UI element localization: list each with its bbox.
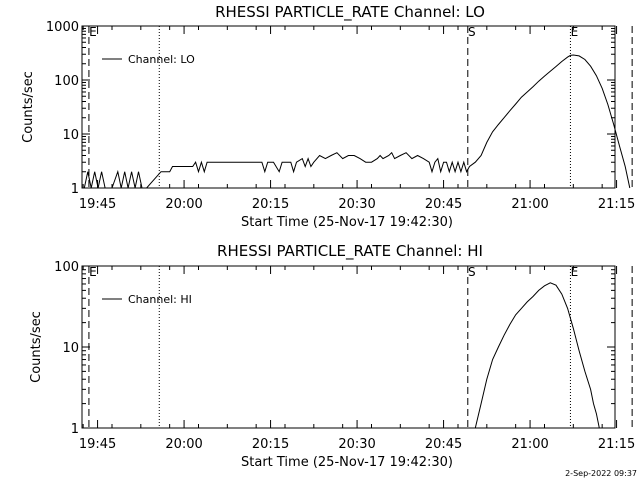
chart-title-lo: RHESSI PARTICLE_RATE Channel: LO [215,3,485,22]
marker-label-lo: S [468,25,476,39]
x-tick-label-lo: 20:15 [252,197,289,212]
y-tick-label-lo: 1 [71,182,79,197]
chart-title-hi: RHESSI PARTICLE_RATE Channel: HI [217,242,483,261]
x-tick-label-lo: 19:45 [79,197,116,212]
xlabel-lo: Start Time (25-Nov-17 19:42:30) [241,215,453,230]
plot-frame-lo [81,25,616,189]
y-tick-label-lo: 100 [54,74,79,89]
x-tick-label-lo: 20:00 [165,197,202,212]
x-tick-label-hi: 21:00 [511,437,548,452]
marker-label-lo: E [571,25,579,39]
x-tick-label-hi: 20:00 [165,437,202,452]
marker-label-lo: E [89,25,97,39]
series-line-lo [83,54,631,189]
legend-label-lo: Channel: LO [128,53,195,66]
x-tick-label-hi: 19:45 [79,437,116,452]
x-tick-label-lo: 21:00 [511,197,548,212]
plot-area-lo: 1 10 100 1000 19:45 20:00 20:15 20:30 20:45 21:00… [46,20,635,212]
plot-area-hi: 1 10 100 19:45 20:00 20:15 20:30 20:45 21:00 21:1… [54,260,635,452]
x-tick-label-lo: 21:15 [598,197,635,212]
plot-frame-hi [81,265,616,429]
x-tick-label-hi: 21:15 [598,437,635,452]
x-tick-label-lo: 20:30 [338,197,375,212]
xlabel-hi: Start Time (25-Nov-17 19:42:30) [241,455,453,470]
x-tick-label-hi: 20:45 [425,437,462,452]
ylabel-lo: Counts/sec [21,71,36,143]
y-tick-label-hi: 10 [62,341,79,356]
series-line-hi [474,282,600,429]
y-tick-label-hi: 1 [71,422,79,437]
x-tick-label-lo: 20:45 [425,197,462,212]
footer-timestamp: 2-Sep-2022 09:37 [565,469,637,478]
ylabel-hi: Counts/sec [29,311,44,383]
y-tick-label-lo: 10 [62,128,79,143]
legend-label-hi: Channel: HI [128,293,192,306]
y-tick-label-hi: 100 [54,260,79,275]
marker-label-hi: E [89,265,97,279]
marker-label-hi: E [571,265,579,279]
y-tick-label-lo: 1000 [46,20,79,35]
x-tick-label-hi: 20:30 [338,437,375,452]
x-tick-label-hi: 20:15 [252,437,289,452]
marker-label-hi: S [468,265,476,279]
